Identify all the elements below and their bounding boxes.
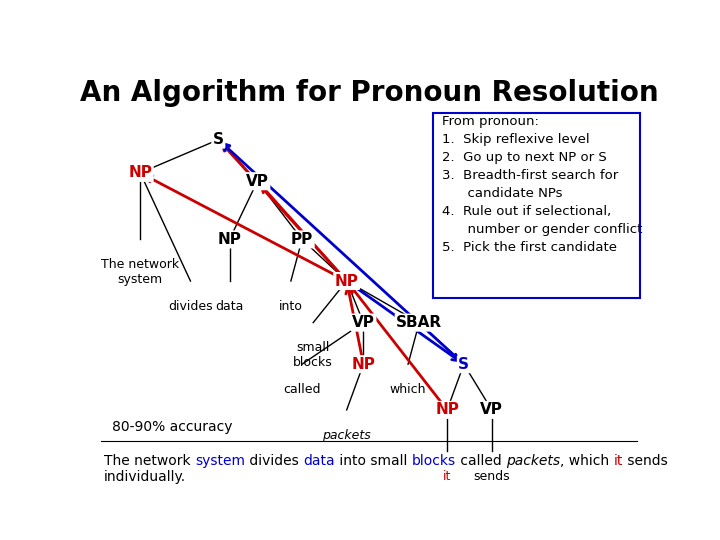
Text: 80-90% accuracy: 80-90% accuracy xyxy=(112,420,233,434)
Text: which: which xyxy=(390,383,426,396)
Text: An Algorithm for Pronoun Resolution: An Algorithm for Pronoun Resolution xyxy=(80,79,658,107)
Text: NP: NP xyxy=(217,232,241,247)
Text: packets: packets xyxy=(505,454,560,468)
Text: it: it xyxy=(613,454,623,468)
Text: data: data xyxy=(215,300,243,313)
Text: divides: divides xyxy=(168,300,212,313)
Text: VP: VP xyxy=(246,174,269,188)
Text: S: S xyxy=(459,357,469,372)
Text: , which: , which xyxy=(560,454,613,468)
Text: called: called xyxy=(456,454,505,468)
Text: NP: NP xyxy=(351,357,375,372)
Text: SBAR: SBAR xyxy=(396,315,442,330)
Text: system: system xyxy=(195,454,245,468)
Text: VP: VP xyxy=(480,402,503,417)
Text: individually.: individually. xyxy=(104,470,186,484)
Text: data: data xyxy=(303,454,335,468)
Text: called: called xyxy=(283,383,321,396)
Text: S: S xyxy=(213,132,224,147)
Text: VP: VP xyxy=(352,315,375,330)
Text: small
blocks: small blocks xyxy=(293,341,333,369)
Text: packets: packets xyxy=(323,429,371,442)
Text: into small: into small xyxy=(335,454,411,468)
Text: it: it xyxy=(443,470,451,483)
Text: divides: divides xyxy=(245,454,303,468)
Text: sends: sends xyxy=(474,470,510,483)
Text: From pronoun:
1.  Skip reflexive level
2.  Go up to next NP or S
3.  Breadth-fir: From pronoun: 1. Skip reflexive level 2.… xyxy=(441,114,642,254)
Text: sends: sends xyxy=(623,454,667,468)
Text: NP: NP xyxy=(335,274,359,288)
Text: NP: NP xyxy=(435,402,459,417)
Text: The network
system: The network system xyxy=(101,258,179,286)
Text: into: into xyxy=(279,300,303,313)
Text: NP: NP xyxy=(128,165,152,180)
Text: The network: The network xyxy=(104,454,195,468)
Text: blocks: blocks xyxy=(411,454,456,468)
Text: PP: PP xyxy=(291,232,313,247)
